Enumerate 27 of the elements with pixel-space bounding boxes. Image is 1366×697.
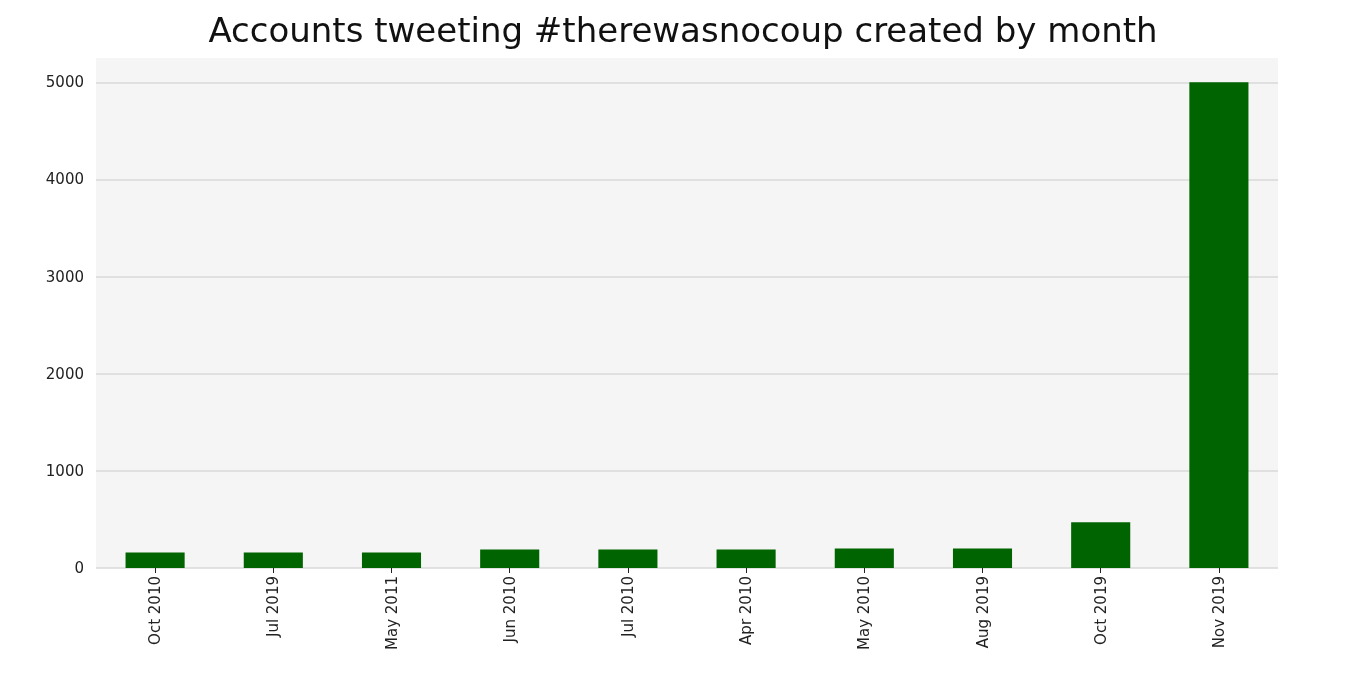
bar (243, 552, 303, 568)
y-tick-label: 2000 (45, 364, 84, 383)
x-tick-label: Apr 2010 (737, 576, 756, 645)
y-tick-label: 1000 (45, 461, 84, 480)
x-tick-label: Oct 2010 (146, 576, 165, 645)
x-tick-label: Jul 2019 (264, 576, 283, 639)
bar (716, 549, 776, 568)
bar (361, 552, 422, 568)
x-tick-label: Aug 2019 (973, 576, 992, 649)
bar (834, 548, 894, 568)
y-tick-label: 5000 (45, 73, 84, 92)
bar (125, 552, 185, 568)
x-tick-label: May 2010 (855, 576, 874, 650)
bar (952, 548, 1013, 568)
bar (1189, 82, 1249, 568)
x-tick-label: Jul 2010 (618, 576, 637, 639)
x-tick-label: May 2011 (382, 576, 401, 650)
y-tick-label: 4000 (45, 170, 84, 189)
y-tick-label: 0 (74, 559, 84, 577)
chart-title: Accounts tweeting #therewasnocoup created by month (208, 10, 1158, 50)
bar (598, 549, 658, 568)
x-tick-label: Nov 2019 (1209, 576, 1228, 649)
y-tick-label: 3000 (45, 267, 84, 286)
bar (1071, 522, 1131, 568)
bar (480, 549, 540, 568)
x-tick-label: Oct 2019 (1091, 576, 1110, 645)
x-tick-label: Jun 2010 (500, 576, 519, 644)
